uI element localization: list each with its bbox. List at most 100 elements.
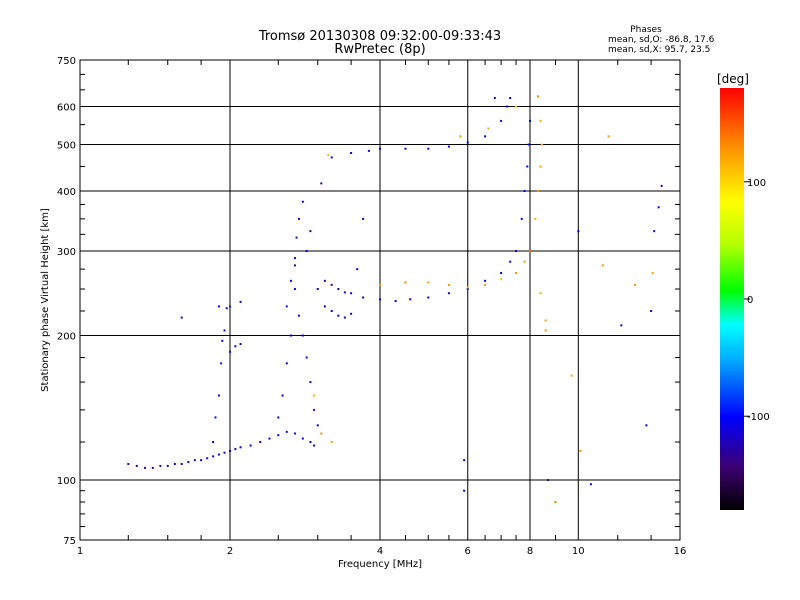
- stats-line-o: mean, sd,O: -86.8, 17.6: [608, 35, 715, 45]
- data-point: [229, 350, 231, 353]
- data-point: [293, 257, 296, 260]
- data-point: [500, 278, 503, 281]
- data-point: [500, 271, 503, 274]
- data-point: [234, 345, 237, 348]
- data-point: [151, 466, 154, 469]
- y-tick-label: 300: [57, 247, 76, 258]
- data-point: [515, 105, 518, 108]
- data-point: [579, 449, 582, 452]
- data-point: [466, 141, 469, 144]
- data-point: [484, 283, 487, 286]
- data-point: [500, 119, 503, 122]
- chart-title: Tromsø 20130308 09:32:00-09:33:43: [258, 29, 501, 44]
- plot-frame: [79, 59, 681, 541]
- data-point: [529, 119, 531, 122]
- data-point: [463, 459, 466, 462]
- data-point: [229, 305, 231, 308]
- data-point: [293, 288, 296, 291]
- data-point: [301, 200, 304, 203]
- data-point: [277, 416, 280, 419]
- y-tick-label: 600: [57, 103, 76, 114]
- data-point: [239, 300, 242, 303]
- data-point: [544, 329, 547, 332]
- data-point: [337, 288, 340, 291]
- data-point: [305, 356, 308, 359]
- data-point: [427, 147, 430, 150]
- data-point: [466, 286, 469, 289]
- data-point: [350, 312, 353, 315]
- data-point: [166, 464, 169, 467]
- data-point: [577, 230, 580, 233]
- data-point: [259, 441, 262, 444]
- data-point: [330, 283, 333, 286]
- data-point: [534, 217, 537, 220]
- data-point: [309, 381, 312, 384]
- data-point: [645, 424, 648, 427]
- chart-subtitle: RwPretec (8p): [334, 42, 425, 57]
- data-point: [536, 190, 539, 193]
- data-point: [484, 135, 487, 138]
- data-point: [309, 441, 312, 444]
- y-tick-label: 200: [57, 332, 76, 343]
- data-point: [313, 408, 316, 411]
- data-point: [657, 206, 660, 209]
- data-point: [277, 434, 280, 437]
- colorbar-tick-label: -100: [747, 412, 770, 423]
- data-point: [343, 316, 346, 319]
- data-point: [601, 264, 604, 267]
- data-point: [493, 97, 496, 100]
- colorbar-tick-label: 100: [747, 178, 766, 189]
- data-point: [394, 300, 397, 303]
- data-point: [143, 466, 146, 469]
- data-point: [206, 457, 209, 460]
- data-point: [520, 217, 523, 220]
- y-tick-label: 500: [57, 141, 76, 152]
- data-point: [239, 343, 242, 346]
- x-tick-label: 6: [465, 546, 471, 557]
- data-point: [515, 271, 518, 274]
- data-point: [447, 283, 450, 286]
- data-point: [212, 441, 215, 444]
- data-point: [200, 459, 203, 462]
- data-point: [527, 143, 530, 146]
- data-point: [173, 462, 176, 465]
- data-point: [330, 441, 333, 444]
- data-point: [234, 448, 237, 451]
- data-point: [536, 95, 539, 98]
- data-point: [297, 217, 300, 220]
- data-point: [223, 329, 226, 332]
- data-point: [427, 296, 430, 299]
- data-point: [343, 291, 346, 294]
- data-point: [466, 288, 469, 291]
- stats-heading: Phases: [630, 25, 662, 35]
- data-point: [350, 292, 353, 295]
- data-point: [217, 394, 220, 397]
- colorbar-ticks: 100 0 -100: [744, 178, 770, 423]
- data-point: [484, 279, 487, 282]
- data-point: [459, 135, 462, 138]
- data-point: [295, 236, 298, 239]
- data-point: [330, 309, 333, 312]
- data-point: [506, 105, 509, 108]
- x-tick-label: 10: [572, 546, 585, 557]
- data-point: [221, 339, 224, 342]
- data-point: [447, 292, 450, 295]
- data-point: [427, 281, 430, 284]
- grid-lines: [80, 60, 680, 540]
- y-tick-label: 75: [63, 536, 76, 547]
- y-axis-ticks: 75 100 200 300 400 500 600 750: [57, 56, 680, 547]
- data-point: [487, 127, 490, 130]
- data-point: [193, 459, 196, 462]
- data-point: [540, 143, 543, 146]
- data-point: [309, 230, 312, 233]
- data-point: [289, 334, 292, 337]
- data-point: [268, 437, 271, 440]
- data-point: [225, 307, 228, 310]
- data-point: [447, 145, 450, 148]
- data-point: [301, 437, 304, 440]
- data-point: [526, 165, 529, 168]
- data-point: [356, 268, 359, 271]
- y-tick-label: 400: [57, 187, 76, 198]
- data-point: [539, 292, 542, 295]
- data-point: [214, 416, 217, 419]
